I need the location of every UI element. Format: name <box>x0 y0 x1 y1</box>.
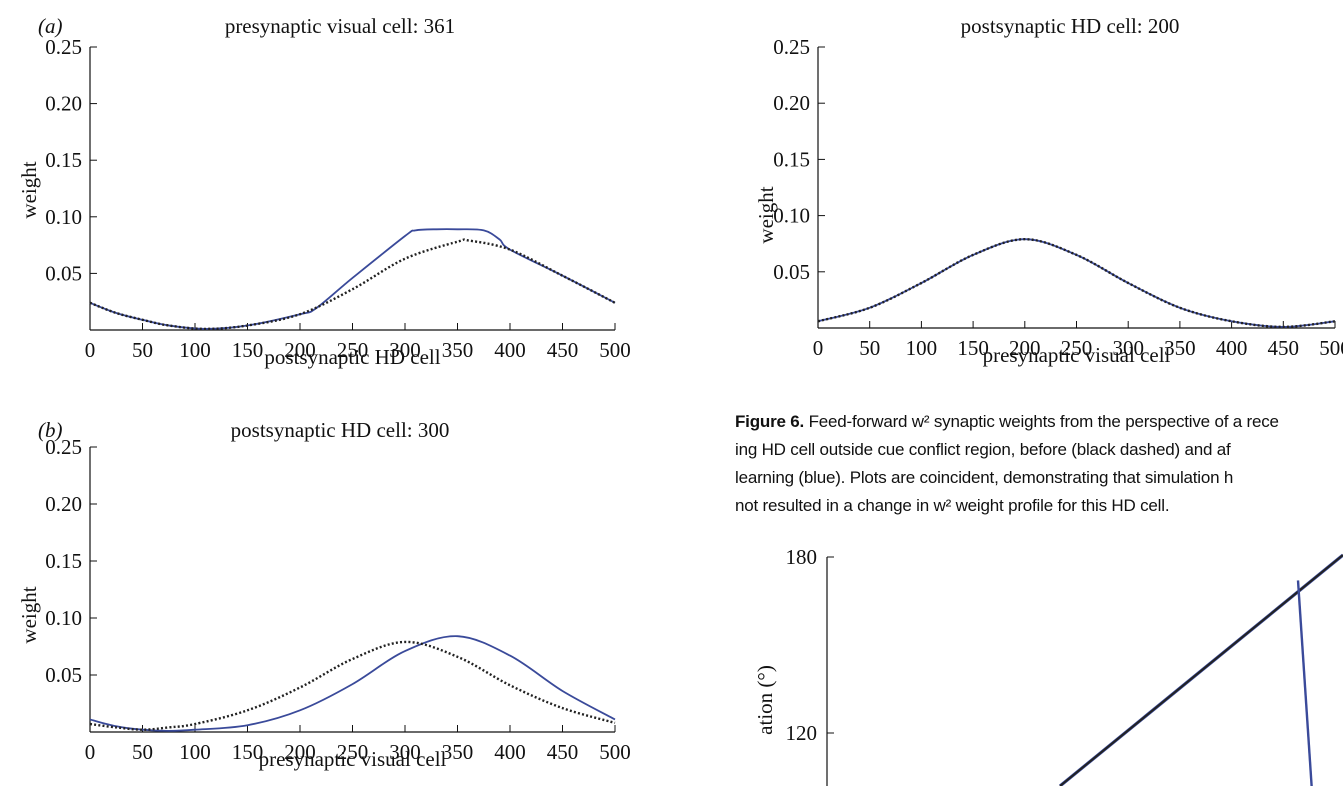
panel-d-ylabel: ation (°) <box>753 665 777 735</box>
panel-a-xtick-label: 500 <box>599 338 631 362</box>
panel-b-xtick-label: 350 <box>442 740 474 764</box>
panel-a-title: presynaptic visual cell: 361 <box>225 14 455 38</box>
panel-b-xtick-label: 250 <box>337 740 369 764</box>
panel-a-ylabel: weight <box>17 161 41 218</box>
panel-a-xtick-label: 0 <box>85 338 96 362</box>
panel-b-xtick-label: 400 <box>494 740 526 764</box>
panel-c-xlabel: presynaptic visual cell <box>983 343 1171 367</box>
panel-b-xtick-label: 150 <box>232 740 264 764</box>
panel-d-series-after-drop <box>1296 580 1314 791</box>
panel-c-ytick-label: 0.20 <box>773 91 810 115</box>
panel-b-xtick-label: 50 <box>132 740 153 764</box>
caption-line-4: not resulted in a change in w² weight pr… <box>735 496 1170 515</box>
panel-c-xtick-label: 300 <box>1112 336 1144 360</box>
panel-a-xtick-label: 450 <box>547 338 579 362</box>
panel-c-series-after <box>817 238 1336 328</box>
panel-a-xtick-label: 50 <box>132 338 153 362</box>
panel-c-ytick-label: 0.05 <box>773 260 810 284</box>
panel-b-xtick-label: 100 <box>179 740 211 764</box>
panel-b-xtick-label: 200 <box>284 740 316 764</box>
panel-b-series-before <box>89 640 616 731</box>
panel-d-ytick-label: 120 <box>786 721 818 745</box>
panel-c-xtick-label: 350 <box>1164 336 1196 360</box>
caption-figure-label: Figure 6. <box>735 412 805 431</box>
panel-b-title: postsynaptic HD cell: 300 <box>231 418 450 442</box>
panel-c-xtick-label: 200 <box>1009 336 1041 360</box>
panel-a-xlabel: postsynaptic HD cell <box>264 345 440 369</box>
panel-a-label: (a) <box>38 14 63 38</box>
panel-b-xtick-label: 450 <box>547 740 579 764</box>
panel-a-series-before <box>89 238 616 331</box>
panel-b-ytick-label: 0.10 <box>45 606 82 630</box>
panel-c-xtick-label: 400 <box>1216 336 1248 360</box>
panel-c-xtick-label: 150 <box>957 336 989 360</box>
panel-b-xtick-label: 500 <box>599 740 631 764</box>
panel-c-title: postsynaptic HD cell: 200 <box>961 14 1180 38</box>
panel-a-xtick-label: 400 <box>494 338 526 362</box>
panel-b-xtick-label: 300 <box>389 740 421 764</box>
panel-c-ylabel: weight <box>754 186 778 243</box>
panel-a-xtick-label: 150 <box>232 338 264 362</box>
panel-b-ytick-label: 0.25 <box>45 435 82 459</box>
figure-caption: Figure 6. Feed-forward w² synaptic weigh… <box>735 408 1343 520</box>
panel-b-label: (b) <box>38 418 63 442</box>
panel-c-ytick-label: 0.25 <box>773 35 810 59</box>
panel-b-series-after <box>89 635 616 732</box>
panel-a-xtick-label: 100 <box>179 338 211 362</box>
panel-a-ytick-label: 0.20 <box>45 92 82 116</box>
panel-a-xtick-label: 200 <box>284 338 316 362</box>
panel-a-ytick-label: 0.10 <box>45 205 82 229</box>
panel-a-ytick-label: 0.25 <box>45 35 82 59</box>
panel-a-xtick-label: 250 <box>337 338 369 362</box>
caption-line-2: ing HD cell outside cue conflict region,… <box>735 440 1231 459</box>
caption-text-1: Feed-forward w² synaptic weights from th… <box>808 412 1279 431</box>
panel-b-ytick-label: 0.15 <box>45 549 82 573</box>
panel-c-ytick-label: 0.15 <box>773 147 810 171</box>
panel-a-series-after <box>89 228 616 330</box>
panel-b-ytick-label: 0.20 <box>45 492 82 516</box>
panel-a-xtick-label: 300 <box>389 338 421 362</box>
panel-c-xtick-label: 50 <box>859 336 880 360</box>
panel-b-xlabel: presynaptic visual cell <box>259 747 447 771</box>
panel-c-ytick-label: 0.10 <box>773 204 810 228</box>
panel-a-ytick-label: 0.05 <box>45 261 82 285</box>
caption-line-1: Figure 6. Feed-forward w² synaptic weigh… <box>735 408 1343 436</box>
caption-line-3: learning (blue). Plots are coincident, d… <box>735 468 1234 487</box>
panel-b-ylabel: weight <box>17 586 41 643</box>
panel-d-ytick-label: 180 <box>786 545 818 569</box>
panel-c-xtick-label: 450 <box>1268 336 1300 360</box>
panel-d-series-before <box>1059 554 1343 787</box>
panel-c-xtick-label: 100 <box>906 336 938 360</box>
panel-c-xtick-label: 250 <box>1061 336 1093 360</box>
panel-c-xtick-label: 500 <box>1319 336 1343 360</box>
panel-c-xtick-label: 0 <box>813 336 824 360</box>
panel-c-series-before <box>817 237 1336 329</box>
panel-b-xtick-label: 0 <box>85 740 96 764</box>
panel-b-ytick-label: 0.05 <box>45 663 82 687</box>
panel-a-ytick-label: 0.15 <box>45 148 82 172</box>
panel-a-xtick-label: 350 <box>442 338 474 362</box>
